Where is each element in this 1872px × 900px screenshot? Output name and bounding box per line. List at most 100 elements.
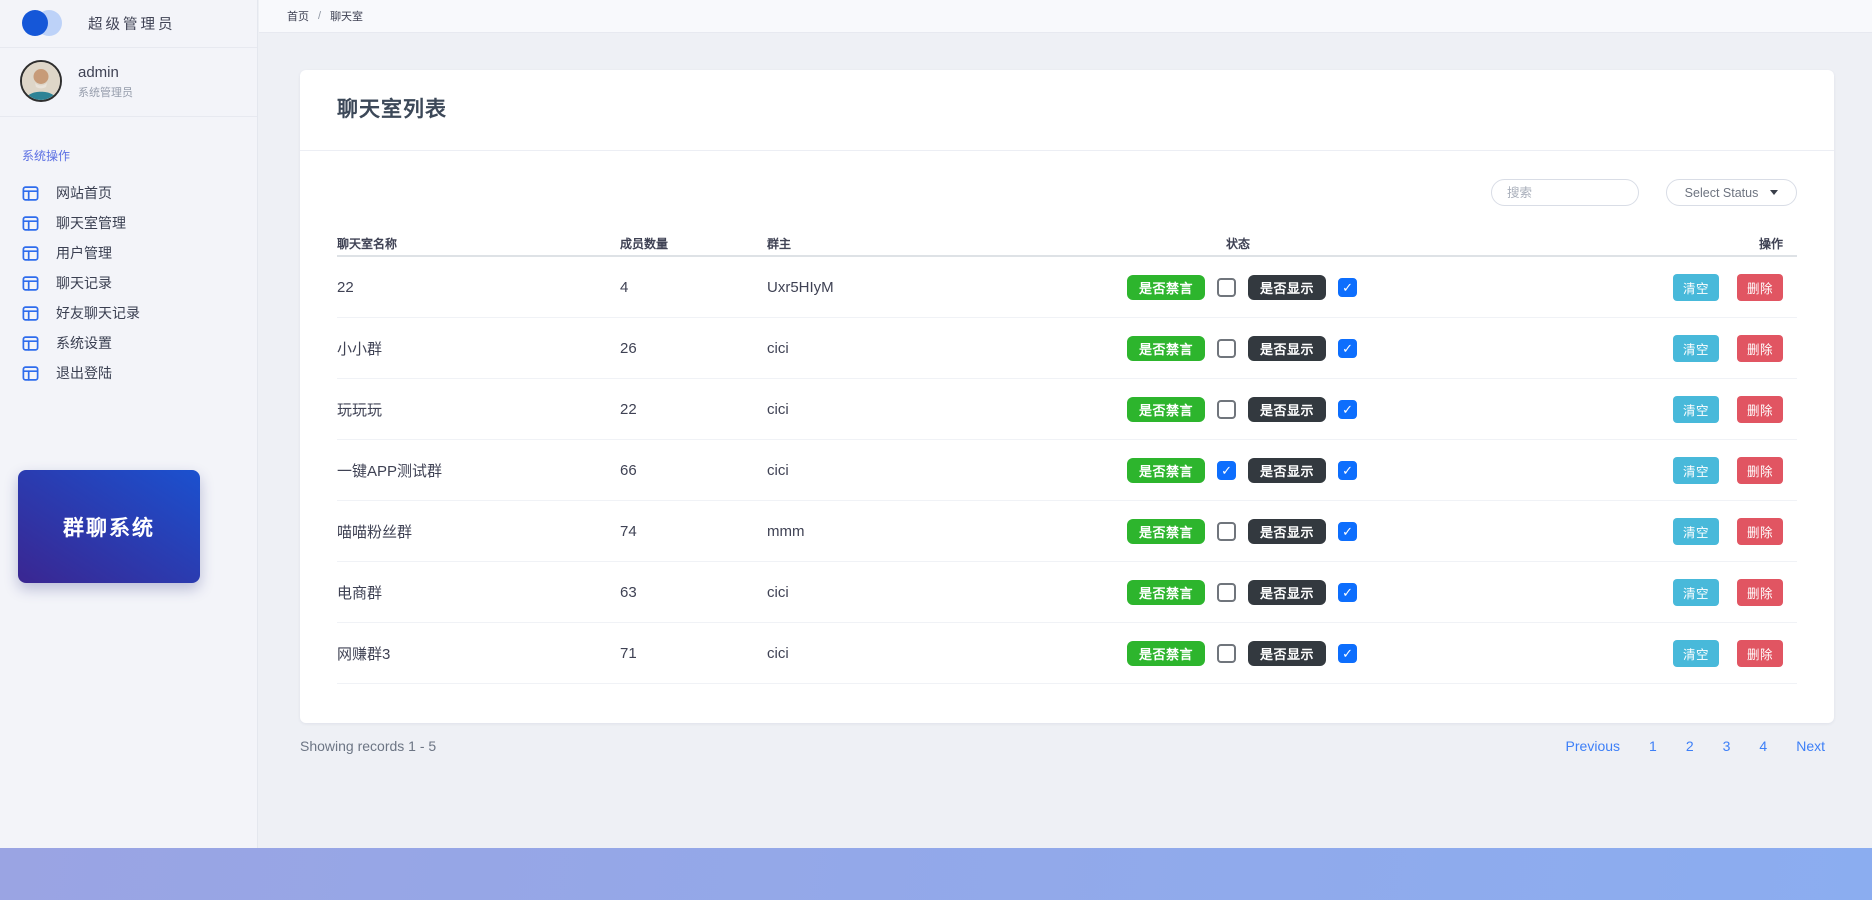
sidebar-nav-item[interactable]: 网站首页 [0, 178, 257, 208]
pagination-previous[interactable]: Previous [1565, 738, 1621, 754]
layout-icon [22, 185, 39, 202]
bottom-gradient-band [0, 848, 1872, 900]
show-badge: 是否显示 [1248, 518, 1327, 544]
pagination: Previous 1 2 3 4 Next [1566, 738, 1825, 754]
logo-dark-circle [22, 10, 48, 36]
status-filter-select[interactable]: Select Status [1666, 179, 1797, 206]
breadcrumb-home[interactable]: 首页 [287, 11, 309, 23]
show-checkbox[interactable] [1338, 338, 1358, 358]
table-row: 一键APP测试群 66 cici 是否禁言 是否显示 清空 删除 [337, 440, 1797, 501]
delete-button[interactable]: 删除 [1736, 639, 1783, 667]
breadcrumb: 首页 / 聊天室 [259, 0, 1872, 33]
mute-checkbox[interactable] [1217, 643, 1237, 663]
title-divider [300, 150, 1834, 151]
delete-button[interactable]: 删除 [1736, 273, 1783, 301]
mute-checkbox[interactable] [1217, 277, 1237, 297]
pagination-page[interactable]: 3 [1722, 738, 1731, 754]
status-filter-label: Select Status [1684, 185, 1759, 200]
pagination-page[interactable]: 4 [1759, 738, 1768, 754]
sidebar-nav-item[interactable]: 退出登陆 [0, 358, 257, 388]
mute-checkbox[interactable] [1217, 460, 1237, 480]
table-row: 小小群 26 cici 是否禁言 是否显示 清空 删除 [337, 318, 1797, 379]
delete-button[interactable]: 删除 [1736, 517, 1783, 545]
show-checkbox[interactable] [1338, 399, 1358, 419]
chatroom-table: 聊天室名称 成员数量 群主 状态 操作 22 4 Uxr5HIyM 是否禁言 是… [337, 232, 1797, 684]
sidebar-nav-item-label: 聊天室管理 [56, 215, 126, 231]
delete-button[interactable]: 删除 [1736, 578, 1783, 606]
delete-button[interactable]: 删除 [1736, 456, 1783, 484]
clear-button[interactable]: 清空 [1672, 517, 1719, 545]
layout-icon [22, 305, 39, 322]
clear-button[interactable]: 清空 [1672, 334, 1719, 362]
app-logo-icon [22, 10, 64, 37]
search-input[interactable] [1491, 179, 1639, 206]
main-area: 首页 / 聊天室 聊天室列表 Select Status 聊天室名称 成员数量 … [259, 0, 1872, 848]
table-body: 22 4 Uxr5HIyM 是否禁言 是否显示 清空 删除 小小群 26 cic… [337, 257, 1797, 684]
show-checkbox[interactable] [1338, 582, 1358, 602]
room-name: 22 [337, 278, 354, 296]
room-owner: cici [767, 583, 789, 601]
clear-button[interactable]: 清空 [1672, 395, 1719, 423]
breadcrumb-current: 聊天室 [330, 11, 364, 23]
sidebar-nav-item[interactable]: 用户管理 [0, 238, 257, 268]
sidebar-nav-item-label: 网站首页 [56, 185, 112, 201]
clear-button[interactable]: 清空 [1672, 456, 1719, 484]
clear-button[interactable]: 清空 [1672, 578, 1719, 606]
room-members: 74 [620, 522, 637, 540]
mute-badge: 是否禁言 [1127, 640, 1206, 666]
status-cell: 是否禁言 是否显示 [1127, 274, 1641, 300]
actions-cell: 清空 删除 [1641, 517, 1797, 545]
sidebar-nav-item-label: 聊天记录 [56, 275, 112, 291]
layout-icon [22, 245, 39, 262]
show-badge: 是否显示 [1248, 396, 1327, 422]
pagination-page[interactable]: 1 [1649, 738, 1657, 754]
delete-button[interactable]: 删除 [1736, 395, 1783, 423]
mute-checkbox[interactable] [1217, 399, 1237, 419]
actions-cell: 清空 删除 [1641, 639, 1797, 667]
sidebar-nav-item[interactable]: 聊天室管理 [0, 208, 257, 238]
sidebar-header: 超级管理员 [0, 0, 257, 48]
mute-badge: 是否禁言 [1127, 579, 1206, 605]
pagination-page[interactable]: 2 [1685, 738, 1694, 754]
room-members: 4 [620, 278, 629, 296]
actions-cell: 清空 删除 [1641, 578, 1797, 606]
chevron-down-icon [1770, 190, 1779, 195]
mute-checkbox[interactable] [1217, 338, 1237, 358]
mute-badge: 是否禁言 [1127, 396, 1206, 422]
sidebar-nav-item-label: 用户管理 [56, 245, 112, 261]
show-checkbox[interactable] [1338, 277, 1358, 297]
show-checkbox[interactable] [1338, 643, 1358, 663]
room-members: 26 [620, 339, 637, 357]
avatar-image [22, 62, 60, 100]
show-badge: 是否显示 [1248, 640, 1327, 666]
mute-checkbox[interactable] [1217, 521, 1237, 541]
room-owner: cici [767, 400, 789, 418]
show-checkbox[interactable] [1338, 460, 1358, 480]
sidebar-nav-item[interactable]: 聊天记录 [0, 268, 257, 298]
status-cell: 是否禁言 是否显示 [1127, 396, 1641, 422]
room-name: 小小群 [337, 340, 383, 358]
mute-checkbox[interactable] [1217, 582, 1237, 602]
sidebar-nav-item[interactable]: 系统设置 [0, 328, 257, 358]
col-header-status: 状态 [1226, 237, 1251, 251]
sidebar-nav-item-label: 系统设置 [56, 335, 112, 351]
pagination-next[interactable]: Next [1796, 738, 1825, 754]
avatar [20, 60, 62, 102]
table-toolbar: Select Status [300, 151, 1834, 206]
table-row: 喵喵粉丝群 74 mmm 是否禁言 是否显示 清空 删除 [337, 501, 1797, 562]
clear-button[interactable]: 清空 [1672, 639, 1719, 667]
status-cell: 是否禁言 是否显示 [1127, 518, 1641, 544]
sidebar: 超级管理员 admin 系统管理员 系统操作 网站首页 [0, 0, 258, 848]
user-panel: admin 系统管理员 [0, 48, 257, 117]
user-info: admin 系统管理员 [78, 63, 133, 100]
layout-icon [22, 365, 39, 382]
mute-badge: 是否禁言 [1127, 335, 1206, 361]
room-members: 71 [620, 644, 637, 662]
clear-button[interactable]: 清空 [1672, 273, 1719, 301]
breadcrumb-separator: / [318, 10, 322, 22]
sidebar-nav-item[interactable]: 好友聊天记录 [0, 298, 257, 328]
delete-button[interactable]: 删除 [1736, 334, 1783, 362]
room-owner: mmm [767, 522, 805, 540]
show-badge: 是否显示 [1248, 274, 1327, 300]
show-checkbox[interactable] [1338, 521, 1358, 541]
